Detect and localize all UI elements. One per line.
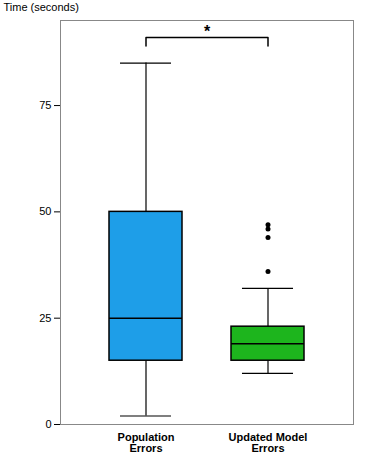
svg-text:75: 75 (39, 99, 51, 111)
svg-text:PopulationErrors: PopulationErrors (118, 431, 175, 454)
svg-text:50: 50 (39, 205, 51, 217)
svg-text:25: 25 (39, 312, 51, 324)
svg-text:Updated ModelErrors: Updated ModelErrors (229, 431, 308, 454)
svg-text:0: 0 (45, 418, 51, 430)
svg-text:Time (seconds): Time (seconds) (4, 1, 79, 13)
svg-text:*: * (204, 23, 211, 40)
